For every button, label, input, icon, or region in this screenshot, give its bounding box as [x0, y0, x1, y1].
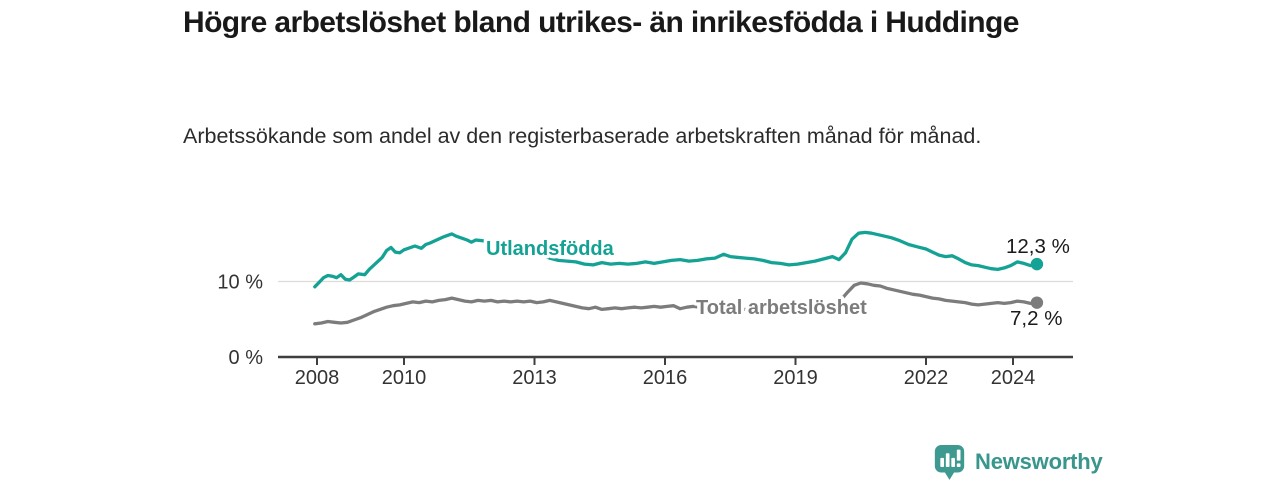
end-value-label: 12,3 % [1006, 235, 1070, 258]
x-tick-label: 2016 [643, 367, 688, 389]
x-tick-label: 2013 [512, 367, 557, 389]
newsworthy-branding: Newsworthy [933, 443, 1103, 480]
newsworthy-chart-bubble-icon [934, 445, 965, 480]
newsworthy-wordmark: Newsworthy [975, 449, 1103, 474]
x-tick-label: 2024 [991, 367, 1036, 389]
y-tick-label: 10 % [217, 272, 263, 294]
x-tick-label: 2022 [904, 367, 949, 389]
x-tick-label: 2008 [295, 367, 340, 389]
end-point-dot [1030, 296, 1044, 309]
series-label: Total arbetslöshet [696, 297, 867, 319]
line-utlandsfodda [313, 230, 1039, 289]
chart-subtitle: Arbetssökande som andel av den registerb… [183, 124, 982, 148]
x-tick-label: 2010 [382, 367, 427, 389]
end-value-label: 7,2 % [1010, 307, 1062, 330]
chart-title: Högre arbetslöshet bland utrikes- än inr… [183, 6, 1019, 39]
series-label: Utlandsfödda [486, 238, 615, 260]
line-total-arbetsloshet [313, 281, 1039, 326]
x-tick-label: 2019 [773, 367, 818, 389]
end-point-dot [1030, 257, 1044, 271]
y-tick-label: 0 % [229, 347, 264, 369]
